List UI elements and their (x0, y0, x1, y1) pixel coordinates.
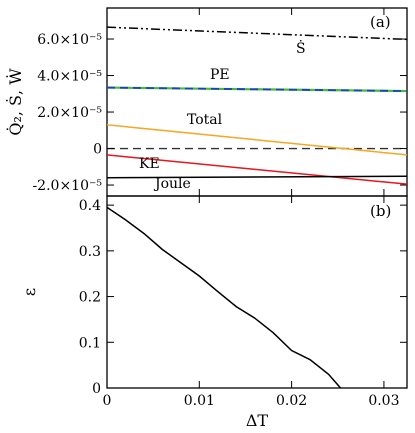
series-pe-label: PE (210, 67, 230, 83)
panel-b-frame (106, 195, 408, 389)
y-tick-label: 0 (93, 142, 102, 158)
y-tick-label: 0 (92, 381, 101, 397)
series-entropy-rate-line (106, 26, 408, 41)
y-tick-label: 0.2 (79, 290, 101, 306)
series-pe-line (106, 86, 408, 92)
y-tick-label: 2.0×10⁻⁵ (37, 105, 102, 121)
y-tick-label: 0.1 (79, 335, 101, 351)
x-tick-label: 0.03 (368, 393, 399, 409)
x-tick-label: 0 (103, 393, 112, 409)
y-tick-label: 0.4 (79, 198, 101, 214)
panel-b-epsilon: 0 0.1 0.2 0.3 0.4 0 0.01 0.02 0.03 (b) ε ΔT (20, 195, 408, 430)
x-axis-title: ΔT (246, 411, 269, 430)
series-total-label: Total (187, 112, 223, 128)
series-joule-line (106, 175, 408, 179)
series-entropy-rate-label: Ṡ (296, 39, 306, 57)
x-tick-label: 0.01 (184, 393, 215, 409)
panel-b-tag: (b) (370, 202, 391, 220)
y-tick-label: -2.0×10⁻⁵ (32, 178, 102, 194)
series-ke-label: KE (139, 156, 160, 172)
panel-a-energy-rates: -2.0×10⁻⁵ 0 2.0×10⁻⁵ 4.0×10⁻⁵ 6.0×10⁻⁵ Ṡ PE Tot… (5, 7, 408, 197)
y-tick-label: 6.0×10⁻⁵ (37, 32, 102, 48)
panel-b-y-axis-title: ε (20, 288, 39, 296)
series-joule-label: Joule (153, 176, 191, 192)
panel-a-y-axis-title: Q̇₂, Ṡ, Ẇ (5, 68, 25, 136)
epsilon-curve (106, 206, 342, 389)
y-tick-label: 0.3 (79, 244, 101, 260)
panel-a-tag: (a) (370, 13, 391, 31)
series-ke-line (106, 154, 408, 185)
x-tick-label: 0.02 (276, 393, 307, 409)
series-total-line (106, 124, 408, 156)
y-tick-label: 4.0×10⁻⁵ (37, 69, 102, 85)
